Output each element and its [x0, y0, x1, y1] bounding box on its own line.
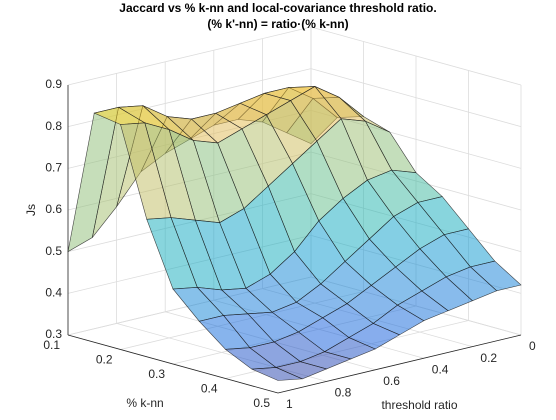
y-tick-label: 0 — [529, 339, 536, 353]
surface — [67, 86, 522, 381]
chart-title: Jaccard vs % k-nn and local-covariance t… — [119, 1, 436, 15]
labels: 0.3 0.4 0.5 0.6 0.7 0.8 0.9 0.1 0.2 0.3 0.4 0.5 0 0.2… — [24, 77, 536, 412]
z-tick-label: 0.6 — [45, 202, 62, 216]
grid-line — [67, 26, 312, 86]
z-tick-label: 0.5 — [45, 244, 62, 258]
chart-subtitle: (% k'-nn) = ratio·(% k-nn) — [207, 17, 348, 31]
y-tick-label: 0.4 — [432, 362, 449, 376]
z-tick-label: 0.9 — [45, 77, 62, 91]
z-tick-label: 0.3 — [45, 327, 62, 341]
axis-line — [67, 334, 279, 394]
x-tick-label: 0.2 — [96, 353, 113, 367]
z-axis-label: Js — [24, 204, 38, 216]
y-tick-label: 0.2 — [480, 351, 497, 365]
x-tick-label: 0.3 — [148, 367, 165, 381]
x-tick-label: 0.5 — [253, 396, 270, 410]
y-tick-label: 0.6 — [383, 374, 400, 388]
y-tick-label: 0.8 — [335, 386, 352, 400]
x-axis-label: % k-nn — [126, 396, 163, 410]
y-axis-label: threshold ratio — [381, 398, 457, 412]
x-tick-label: 0.4 — [201, 382, 218, 396]
z-tick-label: 0.8 — [45, 119, 62, 133]
z-tick-label: 0.4 — [45, 286, 62, 300]
surface-patch — [251, 367, 303, 381]
x-tick-label: 0.1 — [43, 338, 60, 352]
z-tick-label: 0.7 — [45, 161, 62, 175]
axis-line — [277, 334, 522, 394]
y-tick-label: 1 — [286, 397, 293, 411]
